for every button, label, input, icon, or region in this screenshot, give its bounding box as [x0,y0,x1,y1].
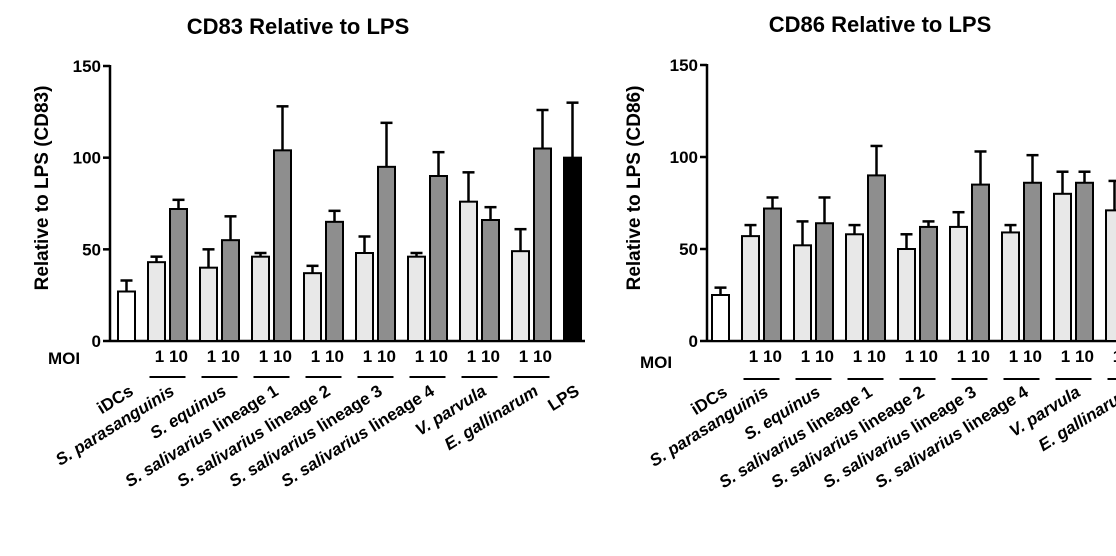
cd86-bar [1105,209,1116,342]
cd83-y-tick-label: 150 [73,57,101,76]
cd86-bar [1075,181,1094,342]
cd83-bar [117,290,136,342]
cd83-moi-label: MOI [48,349,80,368]
cd83-bar [169,208,188,342]
cd86-moi-value: 1 [957,347,966,366]
cd83-y-tick-label: 0 [92,332,101,351]
cd86-moi-value: 1 [1113,347,1116,366]
cd83-moi-value: 10 [377,347,396,366]
cd83-moi-value: 10 [429,347,448,366]
cd83-moi-value: 1 [207,347,216,366]
cd86-moi-value: 10 [1023,347,1042,366]
cd86-moi-value: 10 [763,347,782,366]
cd83-y-tick-label: 100 [73,149,101,168]
cd86-moi-value: 10 [971,347,990,366]
cd83-bar [459,200,478,342]
cd83-bar [377,165,396,342]
cd86-title: CD86 Relative to LPS [769,12,992,37]
cd83-bar [303,272,322,342]
cd86-moi-label: MOI [640,353,672,372]
cd86-bar [1001,231,1020,342]
cd86-bar [949,225,968,342]
cd86-bar [815,222,834,343]
cd86-moi-value: 10 [1075,347,1094,366]
cd83-moi-value: 1 [415,347,424,366]
cd86-moi-value: 1 [749,347,758,366]
cd83-bar [481,219,500,342]
cd83-bar [563,156,582,342]
cd86-moi-value: 10 [919,347,938,366]
cd86-bar [919,225,938,342]
cd86-moi-value: 1 [1009,347,1018,366]
cd83-moi-value: 10 [273,347,292,366]
cd83-bar [199,266,218,342]
cd83-bar [325,220,344,342]
cd86-moi-value: 10 [867,347,886,366]
cd83-bar [355,252,374,342]
cd83-bar [251,255,270,342]
cd83-bar [407,255,426,342]
cd83-bar [533,147,552,342]
cd83-moi-value: 10 [221,347,240,366]
cd83-moi-value: 10 [169,347,188,366]
cd86-bar [867,174,886,342]
cd83-moi-value: 10 [481,347,500,366]
cd83-y-tick-label: 50 [82,240,101,259]
cd86-moi-value: 1 [905,347,914,366]
cd83-bar [273,149,292,342]
cd83-bar [221,239,240,343]
cd86-y-axis-label: Relative to LPS (CD86) [624,86,645,291]
cd83-moi-value: 1 [311,347,320,366]
cd86-bar [1023,181,1042,342]
cd83-moi-value: 1 [467,347,476,366]
cd86-bar [897,248,916,342]
cd86-moi-value: 10 [815,347,834,366]
cd86-bar [763,207,782,342]
cd83-moi-value: 1 [155,347,164,366]
cd86-bar [711,294,730,342]
cd86-y-tick-label: 100 [670,148,698,167]
cd83-bar [147,261,166,342]
cd86-bar [971,183,990,342]
cd83-moi-value: 1 [363,347,372,366]
cd86-bar [845,233,864,342]
cd83-panel: CD83 Relative to LPS Relative to LPS (CD… [32,14,585,491]
cd83-title: CD83 Relative to LPS [187,14,410,39]
cd86-bar [741,235,760,342]
cd83-moi-value: 10 [533,347,552,366]
cd86-bar [1053,192,1072,342]
cd86-moi-value: 1 [1061,347,1070,366]
cd83-category-label: LPS [545,381,583,415]
cd83-bar [429,175,448,342]
cd86-panel: CD86 Relative to LPS Relative to LPS (CD… [624,12,1116,492]
cd86-bar [793,244,812,343]
cd83-moi-value: 10 [325,347,344,366]
cd83-bar [511,250,530,343]
cd86-y-tick-label: 0 [689,332,698,351]
cd83-moi-value: 1 [259,347,268,366]
cd83-y-axis-label: Relative to LPS (CD83) [32,86,53,291]
cd86-moi-value: 1 [801,347,810,366]
cd86-y-tick-label: 150 [670,56,698,75]
cd86-y-tick-label: 50 [679,240,698,259]
cd86-moi-value: 1 [853,347,862,366]
cd83-moi-value: 1 [519,347,528,366]
